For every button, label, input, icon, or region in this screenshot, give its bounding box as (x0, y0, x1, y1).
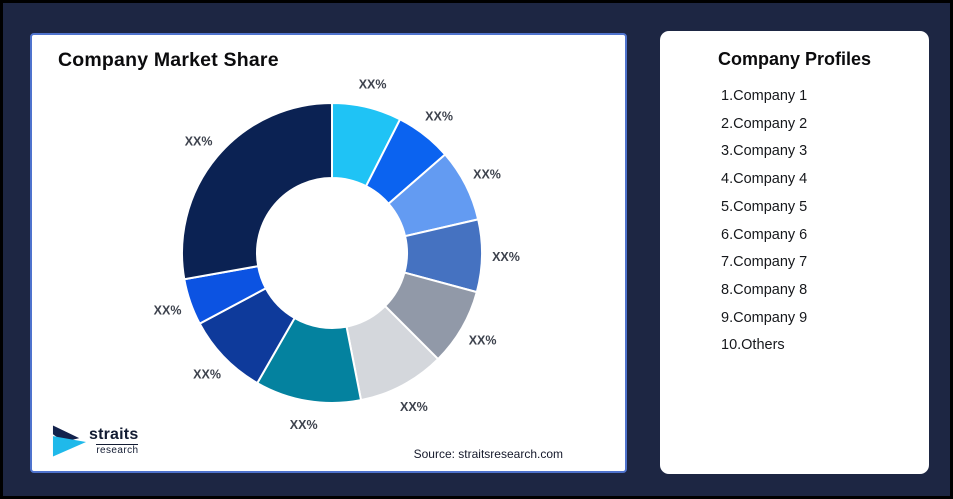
logo-name: straits (89, 425, 139, 443)
company-list-item: 2.Company 2 (721, 115, 808, 132)
segment-label: XX% (154, 303, 182, 317)
donut-segment (181, 101, 333, 281)
company-list-item: 7.Company 7 (721, 254, 808, 271)
company-list-item: 5.Company 5 (721, 198, 808, 215)
segment-label: XX% (193, 368, 221, 382)
logo-wordmark: straits research (89, 425, 139, 456)
donut-chart: XX% XX% XX% XX% XX% XX% XX% XX% XX% XX% (154, 77, 520, 432)
company-list-item: 6.Company 6 (721, 226, 808, 243)
segment-label: XX% (400, 400, 428, 414)
company-list-item: 8.Company 8 (721, 281, 808, 298)
segment-label: XX% (290, 418, 318, 432)
company-profiles-card: Company Profiles 1.Company 1 2.Company 2 3… (660, 31, 929, 474)
company-list-item: 3.Company 3 (721, 143, 808, 160)
straits-research-logo: straits research (52, 424, 139, 458)
company-list-item: 4.Company 4 (721, 171, 808, 188)
straits-arrow-icon (52, 425, 87, 457)
segment-label: XX% (469, 334, 497, 348)
chart-title: Company Market Share (58, 49, 279, 71)
segment-label: XX% (425, 109, 453, 123)
profiles-title: Company Profiles (717, 49, 872, 69)
logo-subtitle: research (96, 443, 139, 456)
market-share-card: XX% XX% XX% XX% XX% XX% XX% XX% XX% XX% Company M… (30, 33, 627, 473)
segment-label: XX% (359, 77, 387, 91)
company-list: 1.Company 1 2.Company 2 3.Company 3 4.Compa… (660, 83, 929, 360)
company-list-item: 1.Company 1 (721, 88, 808, 104)
source-note: Source: straitsresearch.com (413, 447, 563, 461)
segment-label: XX% (473, 168, 501, 182)
segment-label: XX% (185, 135, 213, 149)
company-list-item: 10.Others (721, 337, 785, 354)
company-list-item: 9.Company 9 (721, 309, 808, 326)
segment-label: XX% (492, 250, 520, 264)
